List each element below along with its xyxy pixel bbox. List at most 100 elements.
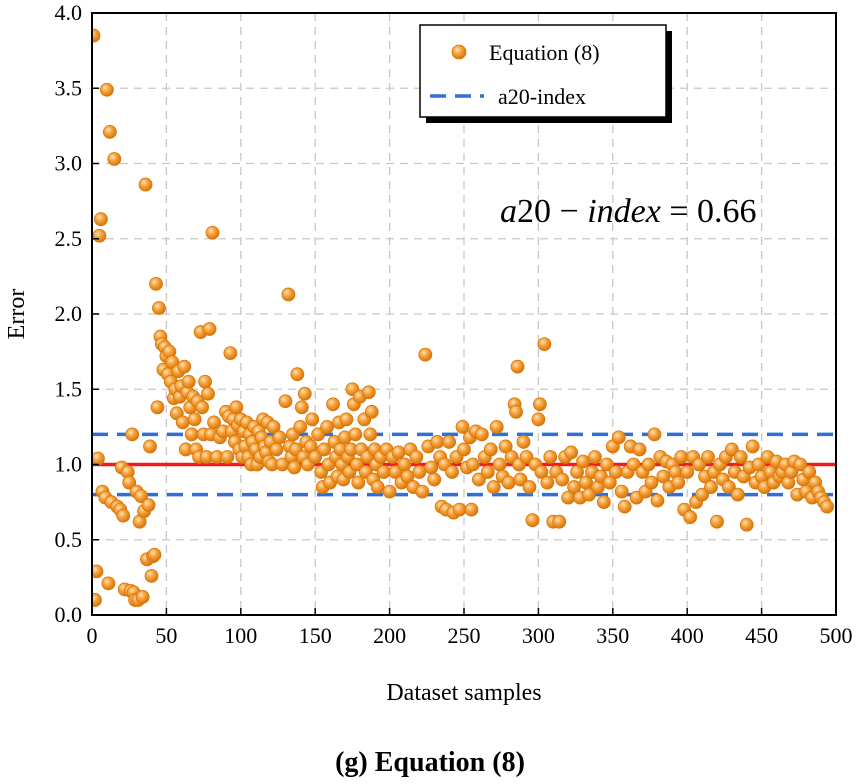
data-point: [229, 400, 244, 415]
data-point: [326, 397, 340, 412]
data-point: [455, 419, 470, 434]
data-point: [641, 457, 656, 472]
data-point: [430, 435, 445, 449]
data-point: [489, 419, 504, 434]
data-point: [582, 487, 596, 502]
data-point: [710, 514, 724, 529]
data-point: [198, 374, 212, 389]
data-point: [297, 386, 312, 401]
data-point: [305, 412, 320, 427]
data-point: [471, 472, 486, 487]
data-point: [94, 212, 108, 227]
data-point: [724, 442, 739, 457]
data-point: [143, 439, 157, 454]
data-point: [220, 450, 235, 464]
data-point: [363, 427, 378, 442]
data-point: [201, 386, 215, 401]
data-point: [348, 427, 363, 442]
data-point: [802, 465, 817, 479]
data-point: [739, 517, 754, 532]
data-point: [138, 177, 153, 192]
annotation-part-index: index: [587, 193, 661, 230]
data-point: [144, 568, 159, 583]
data-point: [576, 454, 590, 469]
data-point: [588, 450, 602, 464]
data-point: [382, 484, 397, 499]
data-point: [175, 415, 190, 430]
data-point: [534, 465, 549, 479]
data-point: [671, 475, 686, 490]
y-tick-label: 3.0: [55, 151, 83, 176]
data-point: [513, 472, 528, 487]
a20-index-annotation: a20 − index = 0.66: [500, 193, 757, 230]
data-point: [412, 465, 427, 479]
data-point: [92, 228, 107, 243]
data-point: [793, 457, 808, 472]
data-point: [418, 347, 433, 362]
data-point: [266, 419, 281, 434]
data-point: [311, 427, 326, 442]
data-point: [644, 475, 659, 490]
figure-caption: (g) Equation (8): [335, 747, 525, 778]
annotation-part-value: = 0.66: [661, 193, 757, 230]
y-tick-label: 1.0: [55, 452, 83, 477]
data-point: [122, 475, 137, 490]
data-point: [349, 457, 364, 472]
data-point: [134, 489, 149, 504]
data-point: [452, 502, 467, 517]
data-point: [391, 445, 406, 460]
data-point: [730, 487, 745, 502]
x-tick-label: 400: [671, 623, 704, 648]
data-point: [498, 439, 513, 454]
data-point: [92, 593, 102, 607]
x-tick-label: 500: [820, 623, 853, 648]
data-point: [287, 460, 302, 475]
data-point: [483, 442, 498, 457]
data-point: [101, 576, 116, 591]
x-tick-label: 250: [448, 623, 481, 648]
data-point: [195, 400, 210, 415]
data-point: [141, 498, 156, 513]
data-point: [177, 359, 192, 374]
data-point: [733, 450, 748, 464]
data-point: [647, 427, 662, 442]
data-point: [99, 82, 114, 97]
data-point: [540, 475, 555, 490]
data-point: [509, 404, 523, 419]
data-point: [532, 397, 547, 412]
data-point: [293, 419, 308, 434]
data-point: [184, 427, 199, 442]
data-point: [552, 514, 567, 529]
data-point: [361, 385, 376, 400]
data-point: [445, 465, 459, 479]
x-axis: 0 50 100 150 200 250 300 350 400 450 500: [87, 608, 853, 648]
data-point: [501, 475, 516, 490]
data-point: [207, 415, 221, 430]
data-point: [567, 480, 582, 494]
data-point: [376, 465, 391, 479]
data-point: [339, 412, 354, 427]
data-point: [317, 442, 332, 457]
data-point: [519, 450, 534, 464]
annotation-part-a: a: [500, 193, 517, 230]
data-points: [92, 28, 834, 607]
data-point: [125, 427, 140, 442]
x-tick-label: 200: [373, 623, 406, 648]
data-point: [820, 499, 834, 514]
data-point: [614, 484, 629, 499]
legend-label-a20: a20-index: [498, 84, 586, 109]
data-point: [464, 502, 479, 517]
data-point: [150, 400, 165, 415]
x-tick-label: 350: [596, 623, 629, 648]
data-point: [92, 451, 105, 466]
data-point: [308, 450, 323, 464]
legend-box: [419, 24, 667, 118]
data-point: [92, 28, 101, 43]
data-point: [650, 493, 665, 508]
data-point: [480, 465, 495, 479]
y-tick-label: 2.5: [55, 226, 83, 251]
data-point: [107, 152, 122, 166]
annotation-part-minus: −: [551, 193, 587, 230]
data-point: [272, 430, 287, 445]
